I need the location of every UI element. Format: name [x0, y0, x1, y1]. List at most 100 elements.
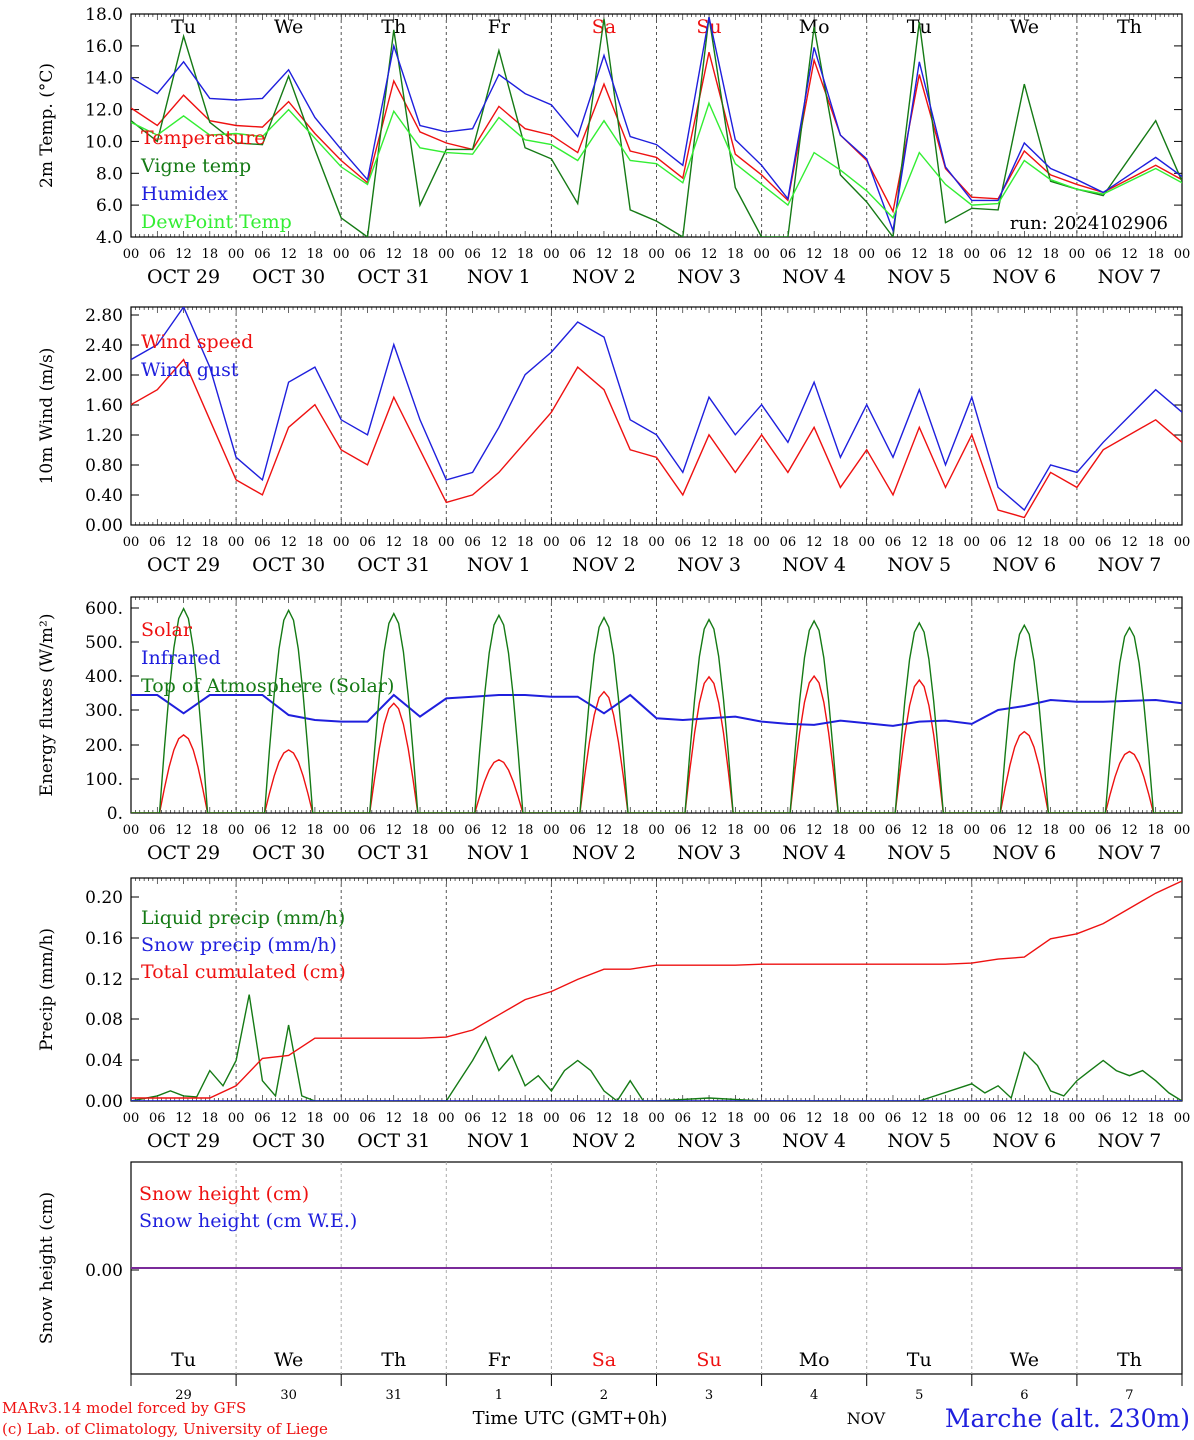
date-label: NOV 2 — [572, 1130, 636, 1152]
date-label: OCT 30 — [252, 554, 325, 576]
weekday-label: We — [1010, 16, 1039, 38]
hour-label: 18 — [832, 1111, 849, 1126]
hour-label: 12 — [1121, 823, 1138, 838]
hour-label: 06 — [569, 535, 586, 550]
date-label: NOV 2 — [572, 554, 636, 576]
date-label: NOV 3 — [677, 554, 741, 576]
hour-label: 06 — [885, 1111, 902, 1126]
weekday-label: Tu — [907, 1349, 932, 1371]
hour-label: 12 — [911, 535, 928, 550]
hour-label: 18 — [307, 535, 324, 550]
hour-label: 18 — [1147, 247, 1164, 262]
hour-label: 12 — [385, 823, 402, 838]
hour-label: 12 — [596, 1111, 613, 1126]
hour-label: 00 — [1174, 247, 1191, 262]
day-number-label: 3 — [705, 1388, 713, 1403]
model-credit: MARv3.14 model forced by GFS — [2, 1399, 246, 1417]
hour-label: 00 — [753, 1111, 770, 1126]
hour-label: 06 — [254, 1111, 271, 1126]
date-label: NOV 1 — [467, 554, 531, 576]
hour-label: 12 — [1121, 535, 1138, 550]
hour-label: 06 — [1095, 823, 1112, 838]
hour-label: 00 — [438, 535, 455, 550]
hour-label: 18 — [832, 535, 849, 550]
y-tick-label: 300. — [85, 701, 123, 721]
weekday-label: Sa — [592, 16, 616, 38]
date-label: NOV 6 — [992, 266, 1056, 288]
hour-label: 00 — [333, 1111, 350, 1126]
series-line — [131, 693, 1182, 727]
hour-label: 12 — [701, 535, 718, 550]
hour-label: 00 — [1174, 823, 1191, 838]
hour-label: 06 — [675, 823, 692, 838]
hour-label: 00 — [648, 247, 665, 262]
hour-label: 00 — [858, 247, 875, 262]
y-tick-label: 0.00 — [85, 1261, 123, 1281]
hour-label: 06 — [254, 823, 271, 838]
hour-label: 00 — [648, 535, 665, 550]
y-tick-label: 14.0 — [85, 69, 123, 89]
hour-label: 12 — [701, 823, 718, 838]
y-tick-label: 0.40 — [85, 486, 123, 506]
hour-label: 12 — [491, 247, 508, 262]
y-tick-label: 0.16 — [85, 929, 123, 949]
hour-label: 00 — [333, 247, 350, 262]
date-label: NOV 6 — [992, 1130, 1056, 1152]
hour-label: 06 — [149, 823, 166, 838]
hour-label: 06 — [885, 535, 902, 550]
date-label: NOV 3 — [677, 266, 741, 288]
hour-label: 06 — [359, 823, 376, 838]
date-label: NOV 7 — [1098, 1130, 1162, 1152]
hour-label: 18 — [307, 1111, 324, 1126]
hour-label: 12 — [911, 823, 928, 838]
hour-label: 12 — [806, 535, 823, 550]
hour-label: 18 — [202, 1111, 219, 1126]
hour-label: 12 — [596, 247, 613, 262]
legend-entry: Snow precip (mm/h) — [141, 934, 337, 956]
date-label: NOV 1 — [467, 266, 531, 288]
hour-label: 18 — [412, 535, 429, 550]
y-tick-label: 1.60 — [85, 396, 123, 416]
date-label: NOV 2 — [572, 266, 636, 288]
series-line — [131, 101, 1182, 220]
hour-label: 00 — [858, 535, 875, 550]
hour-label: 18 — [202, 247, 219, 262]
hour-label: 00 — [543, 535, 560, 550]
y-tick-label: 0.00 — [85, 1092, 123, 1112]
hour-label: 06 — [675, 535, 692, 550]
legend-entry: Infrared — [141, 647, 221, 669]
hour-label: 06 — [569, 1111, 586, 1126]
date-label: NOV 1 — [467, 842, 531, 864]
hour-label: 18 — [1042, 535, 1059, 550]
weekday-label: We — [274, 1349, 303, 1371]
y-tick-label: 10.0 — [85, 132, 123, 152]
hour-label: 00 — [858, 823, 875, 838]
hour-label: 06 — [675, 247, 692, 262]
hour-label: 12 — [1121, 247, 1138, 262]
hour-label: 12 — [280, 1111, 297, 1126]
day-number-label: 5 — [915, 1388, 923, 1403]
hour-label: 18 — [517, 247, 534, 262]
hour-label: 12 — [806, 1111, 823, 1126]
panels: 4.0 6.0 8.0 10.0 12.0 14.0 16.0 18.0 2m Temp. (°… — [37, 5, 1190, 1403]
weekday-label: Mo — [799, 1349, 830, 1371]
hour-label: 00 — [858, 1111, 875, 1126]
run-label: run: 2024102906 — [1010, 213, 1168, 234]
hour-label: 00 — [648, 823, 665, 838]
date-label: OCT 29 — [147, 554, 220, 576]
hour-label: 12 — [491, 823, 508, 838]
hour-label: 06 — [780, 247, 797, 262]
y-axis-title: Energy fluxes (W/m²) — [37, 614, 57, 797]
hour-label: 12 — [175, 1111, 192, 1126]
hour-label: 06 — [885, 247, 902, 262]
hour-label: 12 — [491, 1111, 508, 1126]
hour-label: 18 — [622, 823, 639, 838]
hour-label: 18 — [1042, 247, 1059, 262]
legend-entry: Temperature — [141, 127, 265, 149]
hour-label: 06 — [464, 535, 481, 550]
hour-label: 06 — [885, 823, 902, 838]
y-tick-label: 16.0 — [85, 37, 123, 57]
day-number-label: 29 — [175, 1388, 192, 1403]
hour-label: 12 — [280, 823, 297, 838]
hour-label: 12 — [175, 247, 192, 262]
